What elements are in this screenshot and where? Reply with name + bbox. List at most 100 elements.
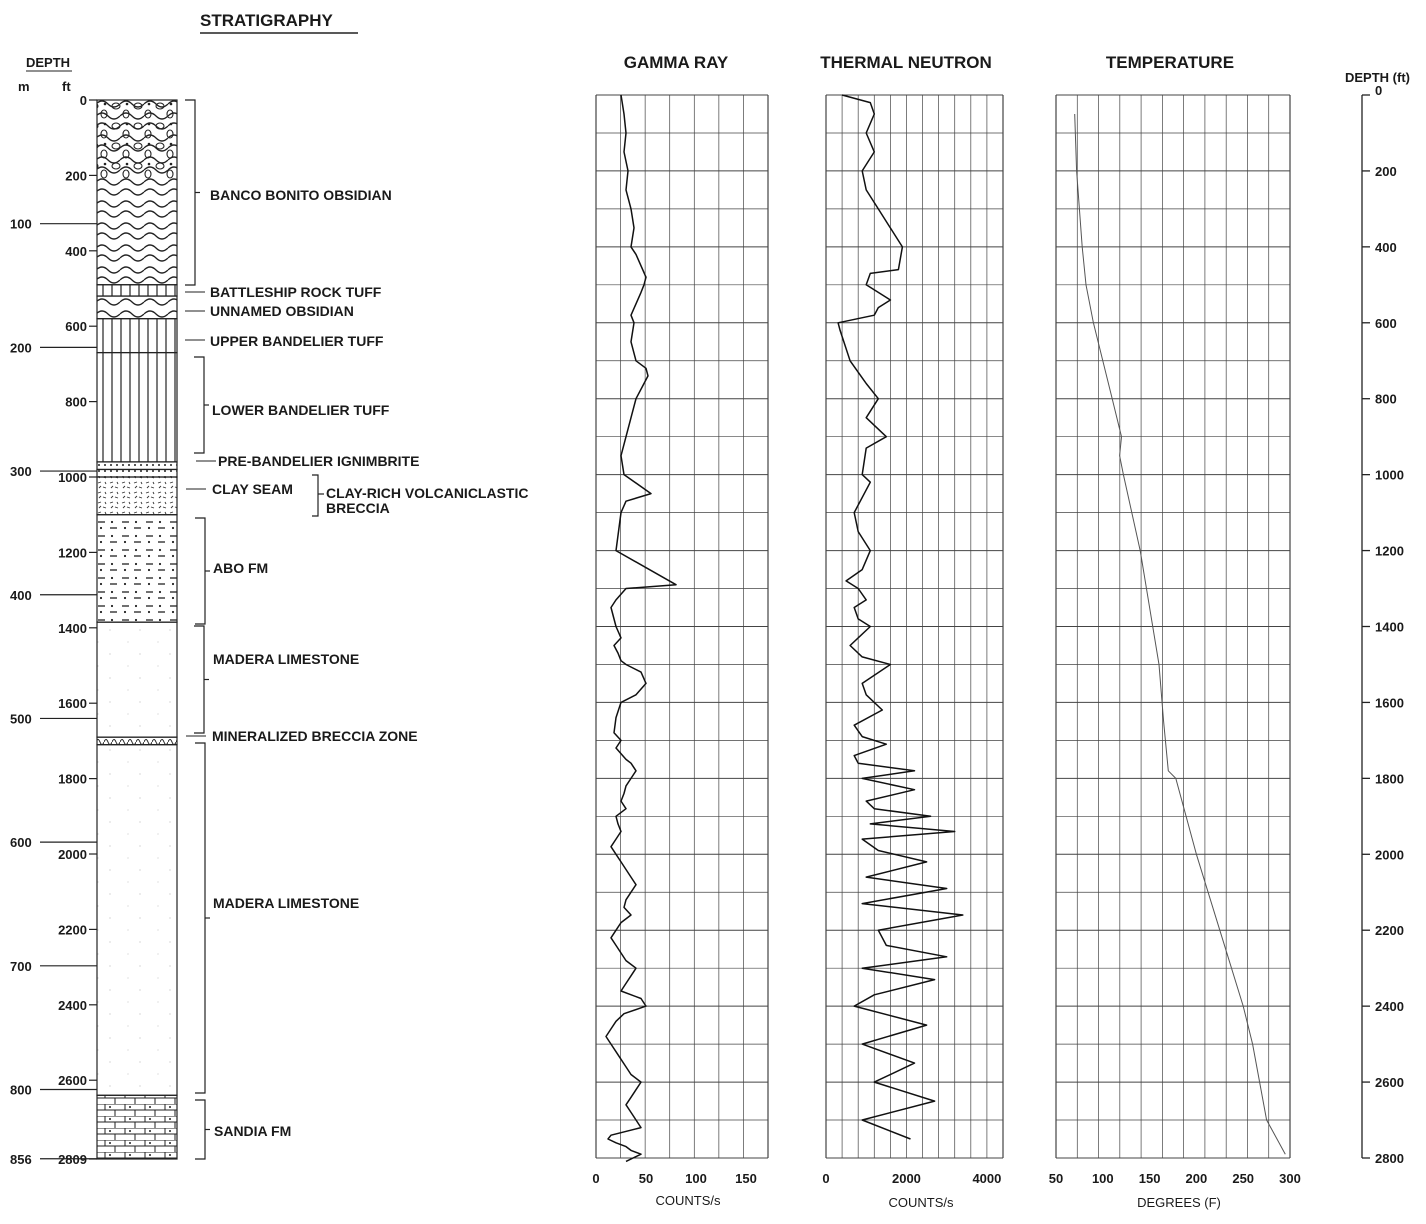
strat-unit-label: UNNAMED OBSIDIAN [210,303,354,319]
strat-clast-overlay [97,100,177,180]
m-tick-label: 200 [10,340,32,355]
x-tick-label: 2000 [892,1171,921,1186]
right-depth-axis: 0 200 400 600 800 1000 1200 1400 1600 1800 2000 220… [1361,83,1404,1166]
x-tick-label: 0 [822,1171,829,1186]
x-tick-label: 150 [735,1171,757,1186]
ft-tick-label: 2809 [58,1152,87,1167]
strat-unit-label: SANDIA FM [214,1123,291,1139]
stratigraphy-title: STRATIGRAPHY [200,11,334,30]
log-curve [605,94,677,1163]
strat-unit-label: MINERALIZED BRECCIA ZONE [212,728,418,744]
x-tick-label: 50 [639,1171,653,1186]
gamma-ray-title: GAMMA RAY [624,53,729,72]
depth-tick-label: 2000 [1375,847,1404,862]
depth-tick-label: 0 [1375,83,1382,98]
unit-ft-label: ft [62,79,71,94]
depth-tick-label: 1600 [1375,695,1404,710]
m-tick-label: 300 [10,464,32,479]
strat-unit-3 [96,318,178,354]
depth-tick-label: 400 [1375,240,1397,255]
m-tick-label: 600 [10,835,32,850]
x-tick-label: 100 [1092,1171,1114,1186]
strat-unit-label: BANCO BONITO OBSIDIAN [210,187,392,203]
depth-tick-label: 1400 [1375,620,1404,635]
strat-bracket [194,625,205,734]
strat-unit-9 [96,621,178,738]
strat-unit-1 [96,284,178,297]
ft-tick-label: 2400 [58,998,87,1013]
strat-unit-label: MADERA LIMESTONE [213,895,359,911]
gamma-ray-track: 0 50 100 150 [592,94,769,1186]
temperature-xlabel: DEGREES (F) [1137,1195,1221,1210]
temperature-track: 50 100 150 200 250 300 [1049,94,1301,1186]
depth-tick-label: 200 [1375,164,1397,179]
strat-unit-10 [96,736,178,746]
strat-unit-2 [96,295,178,320]
ft-tick-label: 1200 [58,545,87,560]
strat-unit-6 [96,468,178,478]
ft-tick-label: 0 [80,93,87,108]
x-tick-label: 0 [592,1171,599,1186]
strat-unit-label: BATTLESHIP ROCK TUFF [210,284,382,300]
strat-unit-label: CLAY-RICH VOLCANICLASTIC [326,485,529,501]
strat-unit-label: CLAY SEAM [212,481,293,497]
m-tick-label: 500 [10,711,32,726]
m-tick-label: 800 [10,1083,32,1098]
strat-unit-label: ABO FM [213,560,268,576]
thermal-neutron-title: THERMAL NEUTRON [820,53,992,72]
depth-tick-label: 1800 [1375,771,1404,786]
strat-unit-7 [96,476,178,516]
gamma-xlabel: COUNTS/s [656,1193,722,1208]
stratigraphy-unit-labels: BANCO BONITO OBSIDIAN BATTLESHIP ROCK TUF… [185,99,529,1160]
unit-m-label: m [18,79,30,94]
ft-tick-label: 600 [65,319,87,334]
ft-tick-label: 2000 [58,847,87,862]
strat-unit-4 [96,351,178,463]
depth-tick-label: 800 [1375,392,1397,407]
m-tick-label: 700 [10,959,32,974]
ft-tick-label: 1600 [58,696,87,711]
log-curve [837,94,964,1140]
ft-tick-label: 1800 [58,772,87,787]
strat-unit-11 [96,744,178,1096]
ft-tick-label: 2600 [58,1073,87,1088]
depth-tick-label: 1000 [1375,468,1404,483]
x-tick-label: 250 [1232,1171,1254,1186]
strat-unit-label: LOWER BANDELIER TUFF [212,402,390,418]
m-tick-label: 856 [10,1152,32,1167]
m-tick-label: 400 [10,588,32,603]
strat-bracket [194,356,205,454]
depth-tick-label: 2800 [1375,1151,1404,1166]
x-tick-label: 50 [1049,1171,1063,1186]
temperature-title: TEMPERATURE [1106,53,1234,72]
depth-header: DEPTH [26,55,70,70]
strat-unit-8 [96,514,178,623]
strat-unit-5 [96,461,178,471]
thermal-neutron-track: 0 2000 4000 [822,94,1004,1186]
x-tick-label: 4000 [972,1171,1001,1186]
strat-unit-label: MADERA LIMESTONE [213,651,359,667]
x-tick-label: 150 [1139,1171,1161,1186]
depth-tick-label: 1200 [1375,544,1404,559]
strat-bracket [195,1099,206,1160]
strat-unit-label: PRE-BANDELIER IGNIMBRITE [218,453,419,469]
strat-bracket [195,517,206,625]
ft-tick-label: 2200 [58,922,87,937]
depth-tick-label: 600 [1375,316,1397,331]
depth-axis-title: DEPTH (ft) [1345,70,1410,85]
log-curve [1074,113,1286,1155]
depth-tick-label: 2400 [1375,999,1404,1014]
strat-bracket [195,742,206,1094]
ft-tick-label: 800 [65,395,87,410]
ft-tick-label: 400 [65,244,87,259]
ft-tick-label: 1400 [58,621,87,636]
m-tick-label: 100 [10,217,32,232]
neutron-xlabel: COUNTS/s [889,1195,955,1210]
stratigraphic-column [96,99,178,1160]
ft-tick-label: 1000 [58,470,87,485]
depth-tick-label: 2200 [1375,923,1404,938]
strat-bracket [185,99,196,286]
depth-tick-label: 2600 [1375,1075,1404,1090]
x-tick-label: 300 [1279,1171,1301,1186]
